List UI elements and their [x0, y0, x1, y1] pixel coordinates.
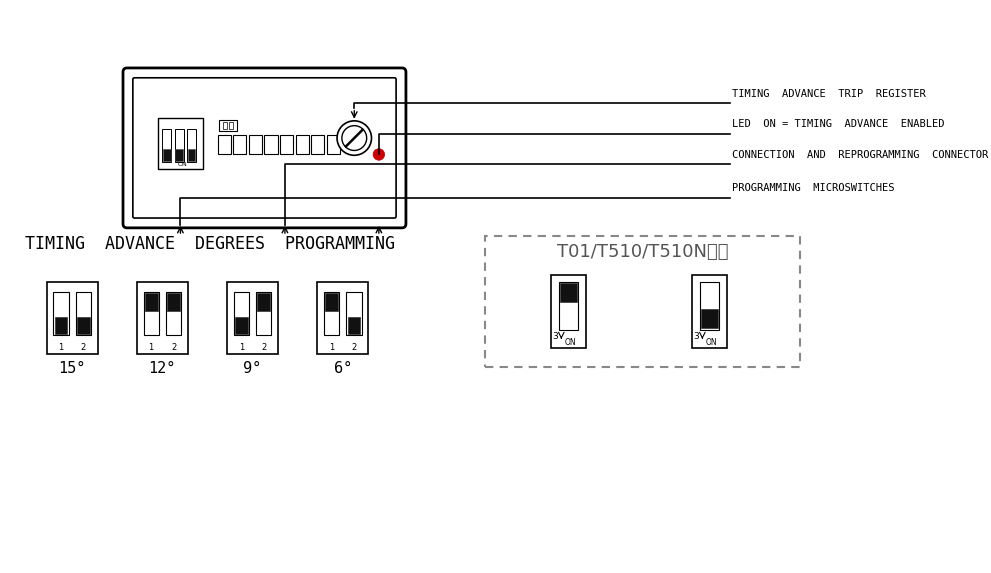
Text: 3: 3 [694, 332, 699, 342]
Bar [175, 149, 183, 161]
Bar [159, 119, 202, 169]
Text: 2: 2 [352, 343, 357, 352]
Text: 2: 2 [262, 343, 267, 352]
Text: 3: 3 [552, 332, 558, 342]
Bar [164, 149, 170, 161]
Bar [137, 282, 188, 354]
Bar [560, 283, 577, 302]
FancyBboxPatch shape [123, 68, 406, 228]
Bar [258, 293, 271, 311]
Text: 2: 2 [80, 343, 86, 352]
Bar [233, 135, 247, 154]
Text: 6°: 6° [334, 360, 352, 375]
Text: TIMING  ADVANCE  TRIP  REGISTER: TIMING ADVANCE TRIP REGISTER [732, 89, 926, 99]
Text: 9°: 9° [244, 360, 262, 375]
Text: 12°: 12° [149, 360, 176, 375]
Bar [280, 135, 293, 154]
Bar [174, 129, 183, 162]
Text: 15°: 15° [58, 360, 86, 375]
Bar [700, 281, 718, 329]
Bar [235, 317, 248, 334]
Bar [144, 292, 159, 335]
Bar [47, 282, 97, 354]
Bar [327, 135, 340, 154]
Circle shape [374, 149, 385, 160]
Text: LED  ON = TIMING  ADVANCE  ENABLED: LED ON = TIMING ADVANCE ENABLED [732, 119, 944, 129]
Bar [346, 292, 362, 335]
Bar [227, 282, 278, 354]
Bar [311, 135, 324, 154]
Bar [163, 129, 171, 162]
Bar [223, 122, 227, 129]
Bar [75, 292, 91, 335]
Bar [165, 292, 181, 335]
Bar [692, 274, 726, 348]
Bar [295, 135, 309, 154]
Bar [167, 293, 180, 311]
Bar [701, 309, 717, 328]
Bar [55, 317, 67, 334]
Text: 2: 2 [170, 343, 176, 352]
Text: 1: 1 [58, 343, 63, 352]
Bar [265, 135, 277, 154]
Text: CONNECTION  AND  REPROGRAMMING  CONNECTOR: CONNECTION AND REPROGRAMMING CONNECTOR [732, 150, 989, 160]
Text: ON: ON [177, 162, 187, 167]
Text: 1: 1 [239, 343, 244, 352]
Bar [187, 129, 196, 162]
Bar [325, 293, 338, 311]
Bar [229, 122, 233, 129]
Bar [324, 292, 339, 335]
Circle shape [337, 121, 372, 155]
Text: PROGRAMMING  MICROSWITCHES: PROGRAMMING MICROSWITCHES [732, 183, 895, 194]
Bar [559, 281, 578, 329]
Bar [256, 292, 272, 335]
Text: T01/T510/T510N适用: T01/T510/T510N适用 [557, 244, 728, 261]
Bar [486, 236, 800, 367]
Bar [551, 274, 586, 348]
Bar [249, 135, 262, 154]
Bar [77, 317, 90, 334]
Bar [219, 120, 237, 131]
Bar [317, 282, 369, 354]
Bar [188, 149, 195, 161]
Bar [54, 292, 68, 335]
FancyBboxPatch shape [133, 78, 396, 218]
Text: 1: 1 [329, 343, 334, 352]
Text: ON: ON [706, 338, 717, 347]
Text: TIMING  ADVANCE  DEGREES  PROGRAMMING: TIMING ADVANCE DEGREES PROGRAMMING [25, 236, 394, 253]
Text: 1: 1 [149, 343, 154, 352]
Bar [348, 317, 361, 334]
Circle shape [342, 125, 367, 151]
Text: ON: ON [565, 338, 576, 347]
Bar [234, 292, 249, 335]
Bar [145, 293, 158, 311]
Bar [218, 135, 231, 154]
